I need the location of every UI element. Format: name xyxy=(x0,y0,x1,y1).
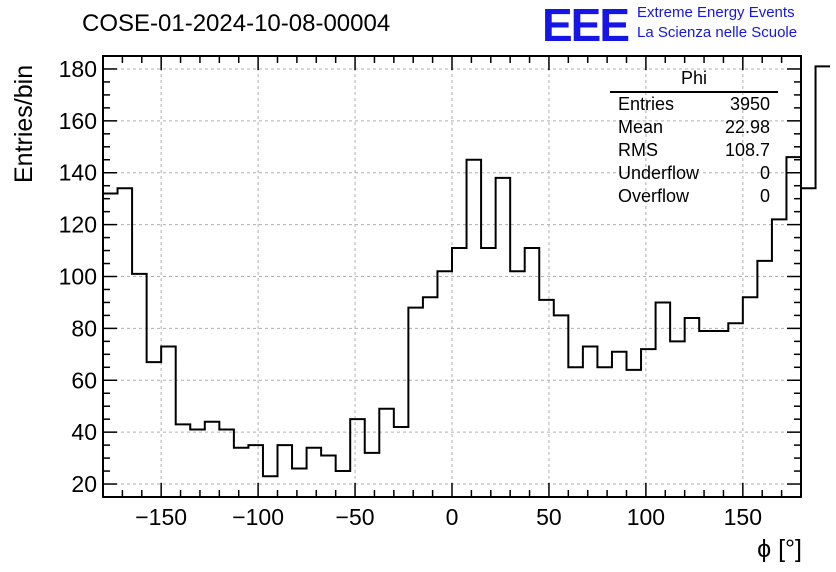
stats-value: 108.7 xyxy=(724,140,770,160)
stats-value: 0 xyxy=(759,163,770,183)
stats-value: 0 xyxy=(759,186,770,206)
x-tick-label: 100 xyxy=(627,504,665,530)
y-tick-label: 120 xyxy=(59,212,97,238)
y-tick-label: 180 xyxy=(59,56,97,82)
y-tick-label: 140 xyxy=(59,160,97,186)
axis-tick-labels: −150 −100 −50 0 50 100 150 20 40 60 80 100 120 140 160… xyxy=(59,56,762,530)
x-tick-label: 50 xyxy=(536,504,562,530)
stats-row-overflow: Overflow 0 xyxy=(612,185,778,208)
x-axis-label: ϕ [°] xyxy=(757,535,802,563)
x-tick-label: −50 xyxy=(336,504,375,530)
y-tick-label: 20 xyxy=(71,471,97,497)
y-axis-label: Entries/bin xyxy=(10,64,38,183)
stats-row-mean: Mean 22.98 xyxy=(612,116,778,139)
y-tick-label: 60 xyxy=(71,367,97,393)
y-tick-label: 100 xyxy=(59,264,97,290)
stats-label: Entries xyxy=(618,94,675,114)
y-tick-label: 80 xyxy=(71,315,97,341)
x-tick-label: −150 xyxy=(135,504,187,530)
logo-caption-line1: Extreme Energy Events xyxy=(637,4,795,21)
stats-row-entries: Entries 3950 xyxy=(612,93,778,116)
stats-value: 3950 xyxy=(729,94,770,114)
stats-title: Phi xyxy=(610,68,778,93)
stats-label: Overflow xyxy=(618,186,690,206)
stats-label: Mean xyxy=(618,117,664,137)
stats-box: Phi Entries 3950 Mean 22.98 RMS 108.7 Under… xyxy=(610,68,778,208)
y-tick-label: 160 xyxy=(59,108,97,134)
y-tick-label: 40 xyxy=(71,419,97,445)
logo-caption-line2: La Scienza nelle Scuole xyxy=(637,24,798,41)
stats-value: 22.98 xyxy=(724,117,770,137)
stats-row-rms: RMS 108.7 xyxy=(612,139,778,162)
chart-title: COSE-01-2024-10-08-00004 xyxy=(82,10,391,37)
x-tick-label: −100 xyxy=(232,504,284,530)
stats-row-underflow: Underflow 0 xyxy=(612,162,778,185)
x-tick-label: 150 xyxy=(724,504,762,530)
x-tick-label: 0 xyxy=(446,504,459,530)
axis-ticks xyxy=(102,55,802,497)
histogram-outline xyxy=(103,65,831,478)
stats-label: Underflow xyxy=(618,163,700,183)
eee-logo: EEE xyxy=(542,0,630,51)
stats-label: RMS xyxy=(618,140,658,160)
